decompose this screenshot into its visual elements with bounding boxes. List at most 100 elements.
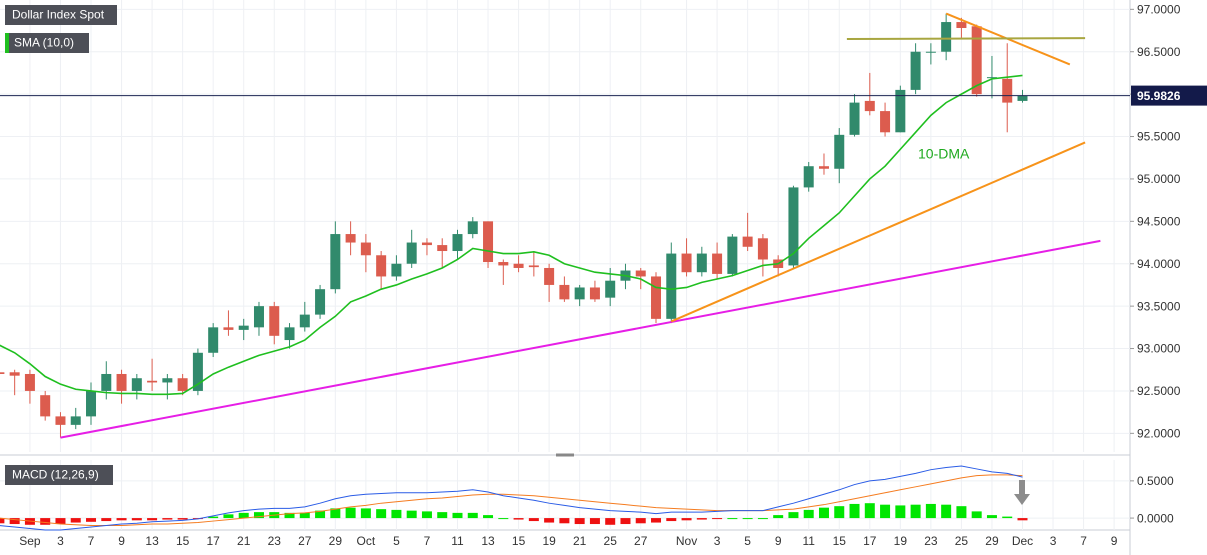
y-tick-label: 97.0000 xyxy=(1137,3,1181,17)
x-tick-label: 19 xyxy=(542,534,556,548)
x-tick-label: 25 xyxy=(604,534,618,548)
x-tick-label: 5 xyxy=(393,534,400,548)
histogram-bar xyxy=(513,518,524,520)
trend-line xyxy=(670,141,1086,323)
y-tick-label: 93.0000 xyxy=(1137,342,1181,356)
histogram-bar xyxy=(956,506,967,519)
histogram-bar xyxy=(712,518,723,520)
x-tick-label: 13 xyxy=(481,534,495,548)
histogram-bar xyxy=(391,509,402,519)
histogram-bar xyxy=(116,518,127,521)
signal-line xyxy=(0,474,1023,527)
histogram-bar xyxy=(421,511,432,519)
candle-body xyxy=(315,289,326,315)
histogram-bar xyxy=(452,512,463,519)
candle-body xyxy=(467,221,478,235)
histogram-bar xyxy=(86,518,97,522)
histogram-bar xyxy=(635,518,646,524)
x-tick-label: 7 xyxy=(88,534,95,548)
histogram-bar xyxy=(620,518,631,525)
histogram-bar xyxy=(376,509,387,519)
histogram-bar xyxy=(360,508,371,519)
x-tick-label: 9 xyxy=(118,534,125,548)
x-tick-label: 5 xyxy=(744,534,751,548)
candle-body xyxy=(162,378,173,383)
sma-annotation: 10-DMA xyxy=(918,146,970,162)
x-tick-label: 3 xyxy=(1050,534,1057,548)
candle-body xyxy=(696,253,707,273)
candle-body xyxy=(986,77,997,79)
candle-body xyxy=(742,236,753,247)
histogram-bar xyxy=(788,512,799,519)
histogram-bar xyxy=(696,518,707,520)
candle-body xyxy=(910,51,921,90)
candle-body xyxy=(437,245,448,252)
candle-body xyxy=(360,242,371,256)
candle-body xyxy=(101,373,112,391)
candle-body xyxy=(971,26,982,95)
candle-body xyxy=(223,327,234,330)
y-tick-label: 95.0000 xyxy=(1137,172,1181,186)
candle-body xyxy=(253,306,264,328)
histogram-bar xyxy=(40,518,51,525)
candle-body xyxy=(925,51,936,53)
candle-body xyxy=(284,327,295,341)
candle-body xyxy=(605,280,616,298)
histogram-bar xyxy=(559,518,570,524)
histogram-bar xyxy=(818,507,829,519)
histogram-bar xyxy=(1017,518,1028,521)
histogram-bar xyxy=(101,518,112,522)
candle-body xyxy=(528,265,539,268)
histogram-bar xyxy=(406,510,417,519)
candle-body xyxy=(788,187,799,266)
histogram-bar xyxy=(528,518,539,522)
x-tick-label: 15 xyxy=(176,534,190,548)
x-tick-label: Sep xyxy=(19,534,41,548)
candle-body xyxy=(177,378,188,391)
histogram-bar xyxy=(238,512,249,519)
candle-body xyxy=(0,372,5,374)
histogram-bar xyxy=(589,518,600,525)
histogram-bar xyxy=(834,506,845,519)
candle-body xyxy=(345,234,356,243)
x-tick-label: 15 xyxy=(833,534,847,548)
x-tick-label: 29 xyxy=(329,534,343,548)
histogram-bar xyxy=(483,515,494,519)
x-tick-label: 17 xyxy=(863,534,877,548)
x-tick-label: 11 xyxy=(451,534,464,548)
histogram-bar xyxy=(131,518,142,521)
candle-body xyxy=(483,221,494,263)
title-box xyxy=(5,5,117,25)
candle-body xyxy=(956,22,967,28)
x-tick-label: 7 xyxy=(1080,534,1087,548)
x-tick-label: 3 xyxy=(57,534,64,548)
candle-body xyxy=(9,372,20,376)
histogram-bar xyxy=(437,512,448,519)
candle-body xyxy=(834,134,845,169)
histogram-bar xyxy=(605,518,616,525)
candle-body xyxy=(818,166,829,169)
candle-body xyxy=(880,111,891,133)
candle-body xyxy=(651,276,662,319)
candle-body xyxy=(1017,95,1028,101)
sma-legend-box xyxy=(5,33,89,53)
last-price-label: 95.9826 xyxy=(1137,89,1181,103)
sma-line xyxy=(0,74,1023,396)
candle-body xyxy=(727,236,738,274)
y-tick-label: 95.5000 xyxy=(1137,130,1181,144)
histogram-bar xyxy=(925,503,936,519)
y-tick-label: 0.5000 xyxy=(1137,474,1174,488)
histogram-bar xyxy=(345,507,356,519)
candle-body xyxy=(513,263,524,268)
histogram-bar xyxy=(70,518,81,523)
histogram-bar xyxy=(1002,516,1013,519)
candle-body xyxy=(589,287,600,300)
histogram-bar xyxy=(284,512,295,519)
histogram-bar xyxy=(544,518,555,523)
x-tick-label: 17 xyxy=(206,534,220,548)
x-tick-label: 3 xyxy=(714,534,721,548)
candle-body xyxy=(712,253,723,274)
candle-body xyxy=(452,234,463,252)
